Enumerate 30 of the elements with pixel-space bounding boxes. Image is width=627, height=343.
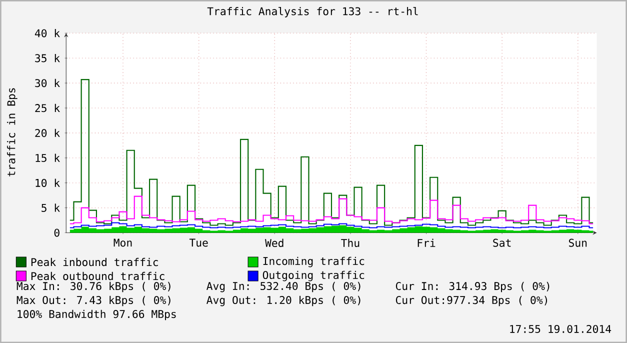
text: Cur Out:977.34 Bps ( 0%) [396, 296, 548, 306]
y-tick-label: 20 k [35, 128, 60, 137]
y-tick-label: 40 k [34, 28, 60, 38]
text: 100% Bandwidth 97.66 MBps [18, 310, 176, 320]
y-tick-label: 10 k [36, 178, 60, 187]
chart-title: Traffic Analysis for 133 -- rt-hl [207, 6, 418, 18]
y-tick-label: 15 k [36, 154, 60, 162]
y-tick-label: 0 [54, 228, 60, 237]
x-tick-label: Mon [114, 238, 132, 247]
y-tick-label: 30 k [35, 78, 60, 88]
y-tick-label: 35 k [35, 54, 60, 62]
legend-label: Outgoing traffic [262, 270, 364, 282]
text: 17:55 19.01.2014 [510, 324, 612, 333]
x-tick-label: Tue [189, 238, 208, 247]
x-tick-label: Wed [265, 238, 284, 247]
x-tick-label: Sat [493, 238, 511, 247]
text: Avg In: 532.40 Bps ( 0%) [206, 282, 360, 292]
legend-label: Incoming traffic [263, 256, 364, 268]
text: Max Out: 7.43 kBps ( 0%) [16, 296, 170, 306]
y-axis-title: traffic in Bps [7, 88, 18, 176]
x-tick-label: Fri [418, 238, 436, 247]
legend-label: Peak outbound traffic [31, 272, 164, 280]
y-tick-label: 5 k [42, 204, 60, 212]
x-tick-label: Sun [568, 238, 587, 247]
text: Cur In: 314.93 Bps ( 0%) [396, 282, 550, 292]
legend-label: Peak inbound traffic [31, 258, 158, 266]
text: Max In: 30.76 kBps ( 0%) [16, 282, 170, 292]
y-tick-label: 25 k [35, 104, 60, 112]
text: Avg Out: 1.20 kBps ( 0%) [206, 296, 360, 306]
x-tick-label: Thu [341, 238, 360, 247]
